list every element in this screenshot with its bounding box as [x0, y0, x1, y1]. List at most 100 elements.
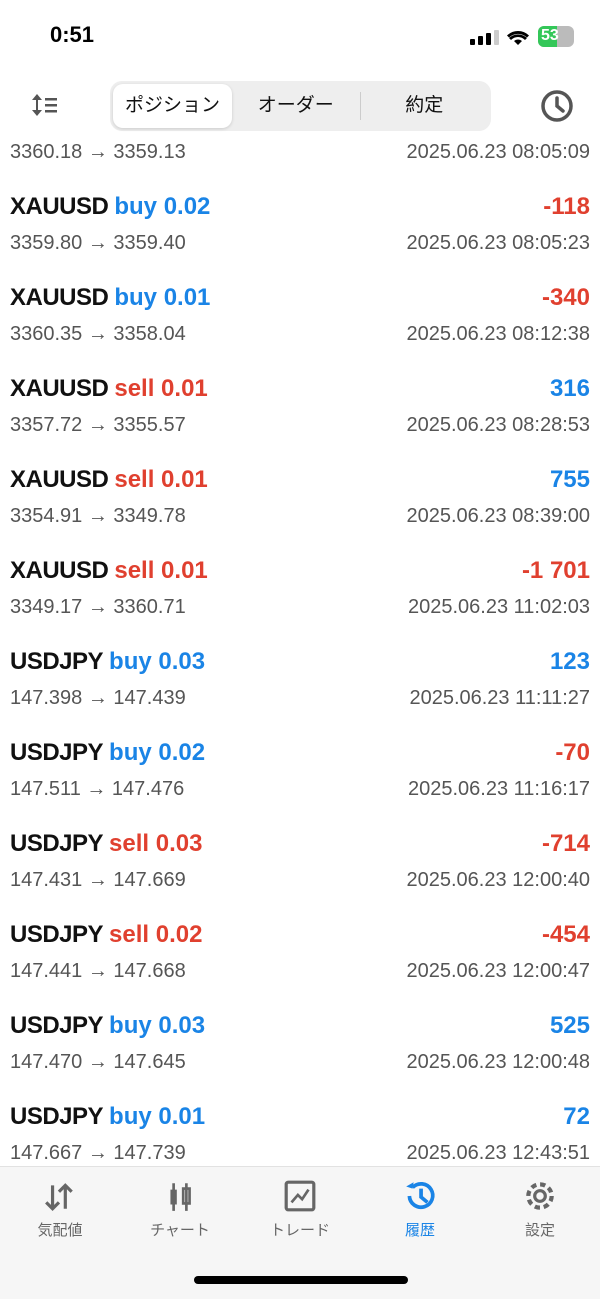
list-item[interactable]: XAUUSD sell 0.01 755 3354.91 → 3349.78 2025…: [0, 458, 600, 549]
prices: 3349.17 → 3360.71: [10, 595, 186, 618]
divider: [359, 92, 361, 120]
close-time: 2025.06.23 08:12:38: [406, 322, 590, 345]
list-item[interactable]: XAUUSD sell 0.01 -1 701 3349.17 → 3360.71 2…: [0, 549, 600, 640]
nav-label: 気配値: [37, 1222, 83, 1239]
prices: 3360.35 → 3358.04: [10, 322, 186, 345]
symbol: USDJPY: [10, 1012, 104, 1039]
trade-side: buy 0.03: [109, 648, 206, 675]
prices: 147.667 → 147.739: [10, 1141, 186, 1164]
close-time: 2025.06.23 11:11:27: [409, 686, 590, 709]
close-time: 2025.06.23 08:05:23: [406, 231, 590, 254]
symbol: USDJPY: [10, 1103, 104, 1130]
list-item[interactable]: USDJPY sell 0.03 -714 147.431 → 147.669 202…: [0, 822, 600, 913]
trade-side: buy 0.03: [109, 1012, 206, 1039]
prices: 3359.80 → 3359.40: [10, 231, 186, 254]
profit: -70: [555, 739, 590, 766]
list-item[interactable]: XAUUSD sell 0.01 316 3357.72 → 3355.57 2025…: [0, 367, 600, 458]
tab-orders[interactable]: オーダー: [257, 95, 334, 116]
profit: 755: [549, 466, 590, 493]
cellular-signal-icon: [470, 30, 499, 45]
close-time: 2025.06.23 08:05:09: [406, 140, 590, 163]
gear-icon: [526, 1182, 554, 1210]
nav-label: トレード: [269, 1222, 330, 1239]
profit: -714: [541, 830, 590, 857]
trade-chart-icon: [284, 1180, 316, 1212]
nav-item-4[interactable]: 設定: [480, 1179, 600, 1240]
close-time: 2025.06.23 08:39:00: [406, 504, 590, 527]
trade-side: sell 0.01: [114, 375, 208, 402]
close-time: 2025.06.23 11:02:03: [407, 595, 590, 618]
trade-side: sell 0.02: [109, 921, 203, 948]
sort-icon[interactable]: [30, 93, 60, 117]
close-time: 2025.06.23 12:00:47: [406, 959, 590, 982]
nav-item-3[interactable]: 履歴: [360, 1179, 480, 1240]
list-item[interactable]: USDJPY buy 0.01 72 147.667 → 147.739 2025.0…: [0, 1095, 600, 1166]
symbol: XAUUSD: [10, 557, 109, 584]
profit: -340: [541, 284, 590, 311]
symbol: USDJPY: [10, 830, 104, 857]
list-item[interactable]: USDJPY buy 0.02 -70 147.511 → 147.476 2025.…: [0, 731, 600, 822]
tab-positions[interactable]: ポジション: [113, 84, 232, 128]
profit: 72: [563, 1103, 590, 1130]
prices: 147.441 → 147.668: [10, 959, 186, 982]
list-item[interactable]: USDJPY buy 0.03 123 147.398 → 147.439 2025.…: [0, 640, 600, 731]
status-time: 0:51: [50, 22, 95, 47]
home-indicator: [194, 1276, 408, 1284]
nav-label: 設定: [524, 1222, 555, 1239]
prices: 147.431 → 147.669: [10, 868, 186, 891]
close-time: 2025.06.23 12:00:40: [406, 868, 590, 891]
quotes-arrows-icon: [45, 1183, 73, 1212]
list-item[interactable]: XAUUSD buy 0.02 -118 3359.80 → 3359.40 2025…: [0, 185, 600, 276]
history-icon: [406, 1182, 435, 1210]
profit: -454: [541, 921, 590, 948]
profit: 123: [549, 648, 590, 675]
prices: 147.470 → 147.645: [10, 1050, 186, 1073]
trade-side: buy 0.01: [109, 1103, 206, 1130]
symbol: XAUUSD: [10, 193, 109, 220]
trade-side: sell 0.01: [114, 557, 208, 584]
profit: 316: [549, 375, 590, 402]
close-time: 2025.06.23 08:28:53: [406, 413, 590, 436]
profit: -118: [543, 193, 590, 220]
nav-label: 履歴: [404, 1222, 435, 1239]
symbol: USDJPY: [10, 739, 104, 766]
wifi-icon: [507, 31, 529, 45]
list-item[interactable]: 3360.18 → 3359.13 2025.06.23 08:05:09: [0, 134, 600, 185]
nav-item-0[interactable]: 気配値: [0, 1179, 120, 1240]
symbol: XAUUSD: [10, 466, 109, 493]
prices: 3354.91 → 3349.78: [10, 504, 186, 527]
bottom-nav: 気配値 チャート トレード 履歴 設定: [0, 1166, 600, 1299]
trade-side: buy 0.02: [109, 739, 206, 766]
status-bar: 0:51 53: [0, 0, 600, 72]
close-time: 2025.06.23 12:43:51: [406, 1141, 590, 1164]
history-list[interactable]: 3360.18 → 3359.13 2025.06.23 08:05:09 XAUU…: [0, 134, 600, 1166]
segmented-control: ポジション オーダー 約定: [110, 81, 491, 131]
list-item[interactable]: USDJPY buy 0.03 525 147.470 → 147.645 2025.…: [0, 1004, 600, 1095]
profit: 525: [549, 1012, 590, 1039]
profit: -1 701: [521, 557, 590, 584]
trade-side: sell 0.01: [114, 466, 208, 493]
prices: 147.511 → 147.476: [10, 777, 185, 800]
prices: 147.398 → 147.439: [10, 686, 186, 709]
clock-icon[interactable]: [540, 89, 574, 123]
nav-label: チャート: [150, 1222, 210, 1239]
trade-side: buy 0.01: [114, 284, 211, 311]
nav-item-2[interactable]: トレード: [240, 1179, 360, 1240]
prices: 3357.72 → 3355.57: [10, 413, 186, 436]
list-item[interactable]: XAUUSD buy 0.01 -340 3360.35 → 3358.04 2025…: [0, 276, 600, 367]
prices: 3360.18 → 3359.13: [10, 140, 186, 163]
battery-icon: 53: [538, 26, 574, 47]
nav-item-1[interactable]: チャート: [120, 1179, 240, 1240]
symbol: XAUUSD: [10, 375, 109, 402]
symbol: XAUUSD: [10, 284, 109, 311]
tab-deals[interactable]: 約定: [405, 95, 444, 116]
symbol: USDJPY: [10, 648, 104, 675]
close-time: 2025.06.23 11:16:17: [407, 777, 590, 800]
trade-side: buy 0.02: [114, 193, 211, 220]
list-item[interactable]: USDJPY sell 0.02 -454 147.441 → 147.668 202…: [0, 913, 600, 1004]
candlestick-icon: [170, 1183, 191, 1211]
close-time: 2025.06.23 12:00:48: [406, 1050, 590, 1073]
header: ポジション オーダー 約定: [0, 72, 600, 134]
trade-side: sell 0.03: [109, 830, 203, 857]
symbol: USDJPY: [10, 921, 104, 948]
